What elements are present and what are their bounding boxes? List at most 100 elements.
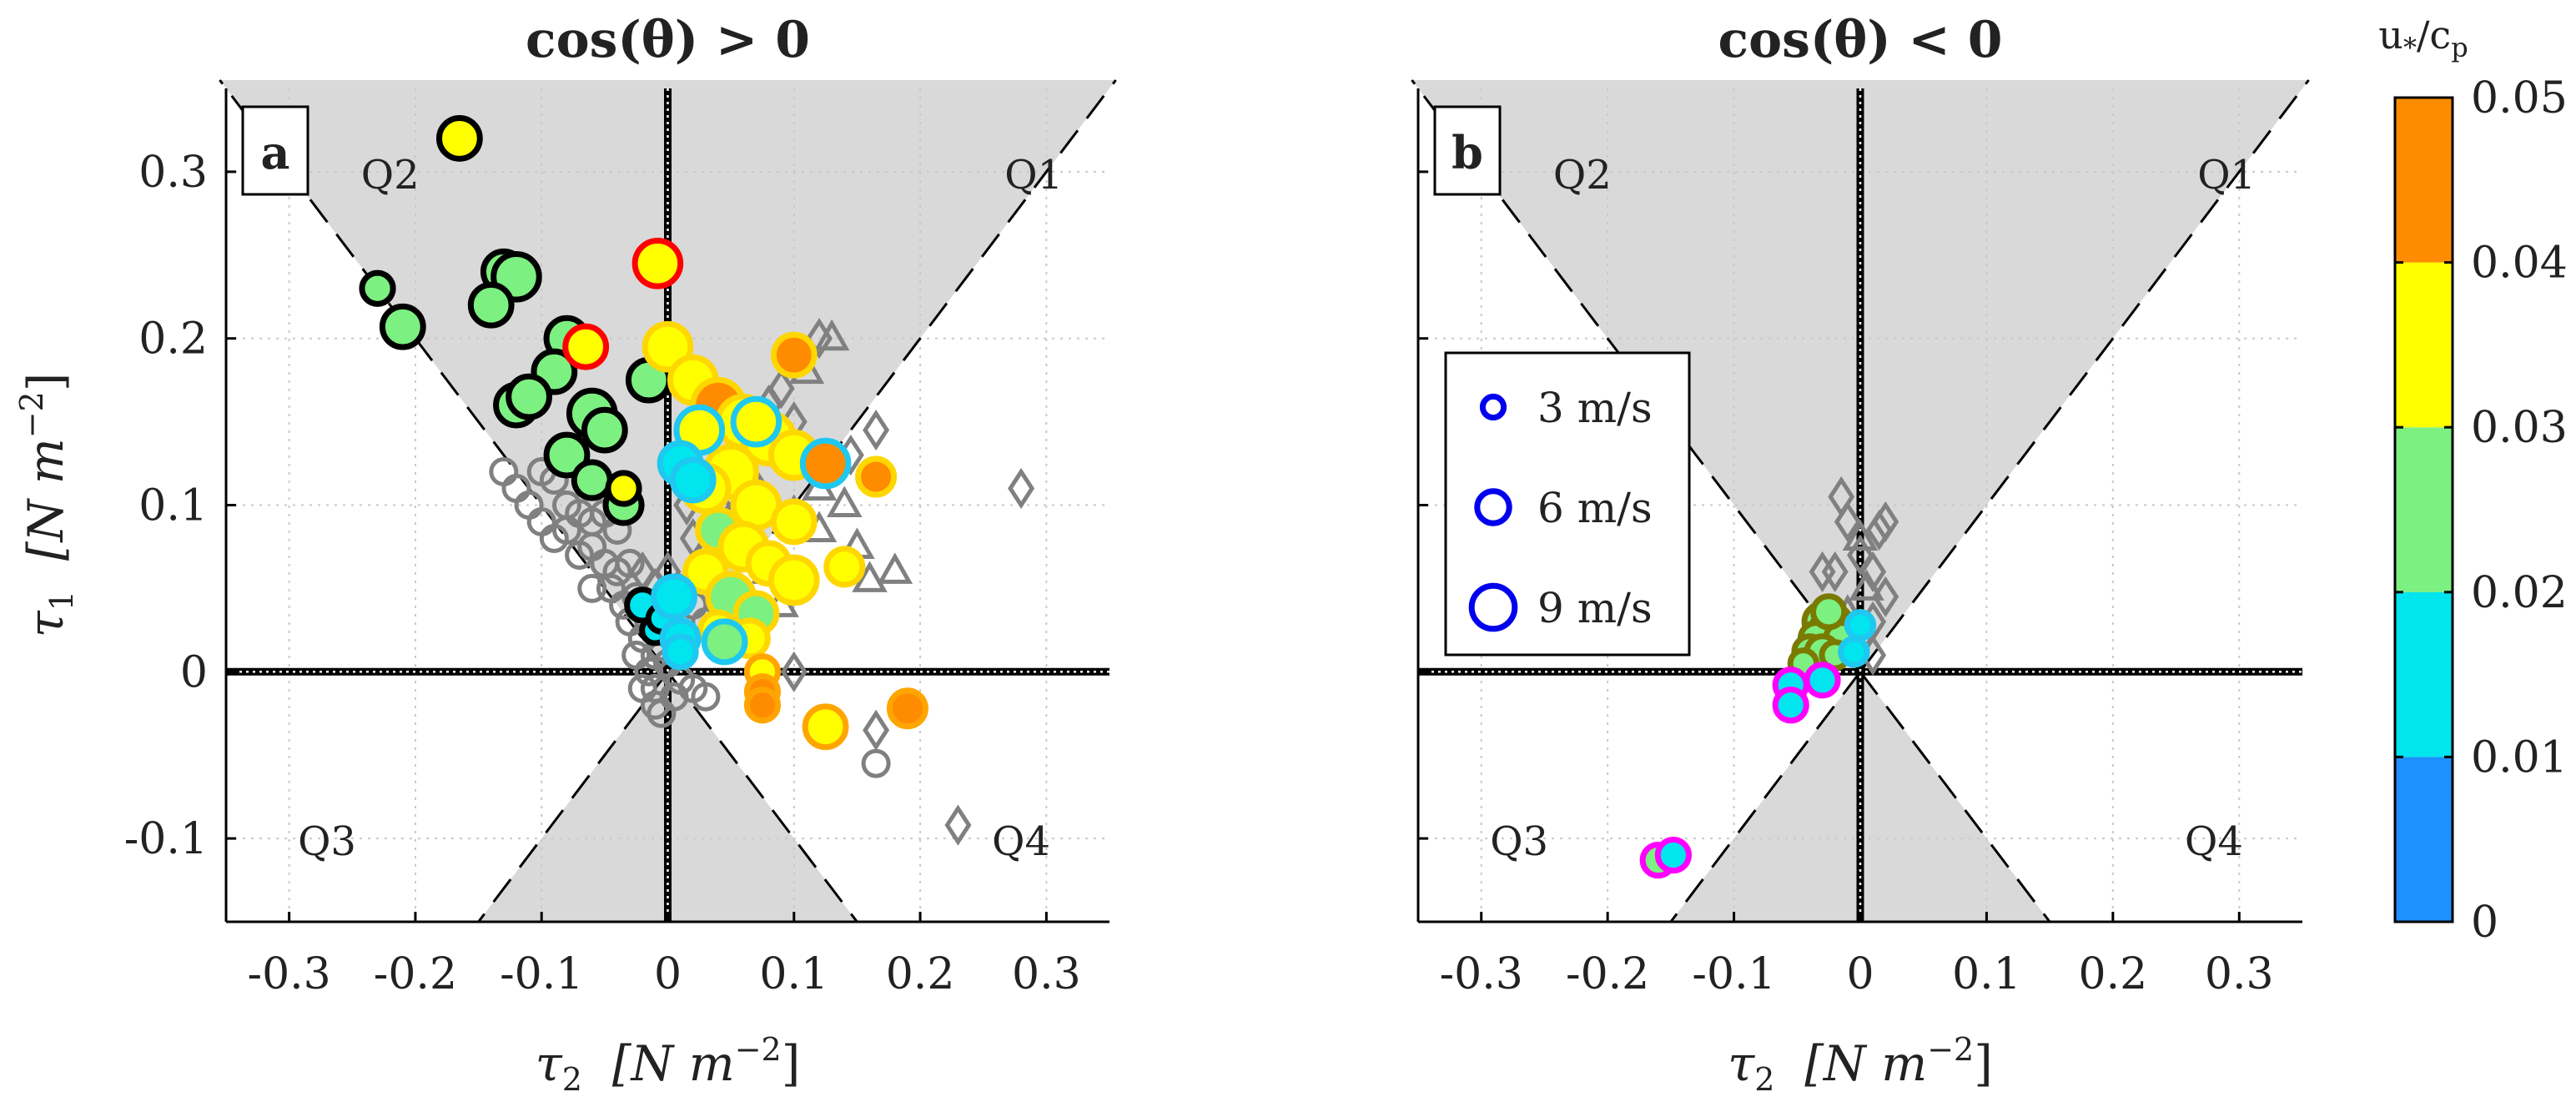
legend-label: 9 m/s: [1537, 584, 1653, 632]
colorbar-tick-label: 0.02: [2471, 568, 2568, 618]
data-point-circle: [379, 303, 426, 350]
data-point-circle: [767, 554, 820, 606]
grey-diamond-marker: [1865, 509, 1893, 551]
legend-marker: [1474, 488, 1512, 526]
x-tick-label: 0.2: [2079, 949, 2148, 999]
x-axis-label: τ2 [N m−2]: [1728, 1031, 1993, 1098]
data-point-circle: [506, 373, 552, 420]
data-point-circle: [743, 687, 782, 724]
grey-diamond-marker: [863, 410, 890, 451]
data-point-circle: [662, 633, 699, 671]
panel-label-box: [241, 105, 309, 196]
x-tick-label: 0.3: [1012, 949, 1081, 999]
data-point-circle: [1804, 662, 1841, 699]
data-point-circle: [1844, 609, 1877, 642]
grey-triangle-marker: [827, 486, 863, 517]
data-point-circle: [886, 687, 928, 730]
colorbar-frame: [2393, 96, 2454, 923]
data-point-circle: [1772, 687, 1809, 724]
x-tick-label: 0.1: [759, 949, 828, 999]
quadrant-boundary-line: [1859, 671, 2051, 923]
x-tick-label: 0.2: [886, 949, 955, 999]
data-point-circle: [1654, 836, 1692, 874]
data-point-circle: [581, 406, 628, 454]
x-tick-label: -0.3: [1440, 949, 1523, 999]
quadrant-label-q4: Q4: [2185, 818, 2243, 865]
x-tick-label: 0: [1846, 949, 1874, 999]
data-point-circle: [802, 703, 849, 751]
quadrant-label-q1: Q1: [1004, 152, 1063, 199]
grey-triangle-marker: [1849, 569, 1884, 601]
data-point-circle: [1810, 593, 1848, 631]
colorbar-tick-label: 0.01: [2471, 732, 2568, 782]
grey-diamond-marker: [1834, 501, 1861, 543]
colorbar-band: [2395, 757, 2453, 922]
data-point-circle: [435, 115, 483, 162]
y-tick-label: 0.3: [138, 148, 208, 198]
data-point-circle: [669, 456, 717, 504]
legend-label: 6 m/s: [1537, 484, 1653, 532]
x-tick-label: -0.3: [248, 949, 331, 999]
colorbar-title-sub1: *: [2403, 32, 2417, 63]
grey-diamond-marker: [1008, 467, 1035, 510]
colorbar-tick-label: 0.04: [2471, 239, 2568, 289]
quadrant-label-q1: Q1: [2197, 152, 2256, 199]
colorbar-band: [2395, 98, 2453, 263]
x-label-unit-exponent: −2: [735, 1031, 782, 1068]
x-label-unit: [N m: [612, 1035, 735, 1092]
grey-triangle-marker: [877, 552, 913, 584]
grey-diamond-marker: [1872, 501, 1899, 543]
grey-diamond-marker: [780, 651, 808, 692]
x-axis-label: τ2 [N m−2]: [536, 1031, 801, 1098]
colorbar-band: [2395, 591, 2453, 757]
x-tick-label: -0.2: [1566, 949, 1649, 999]
legend-marker: [1479, 393, 1507, 421]
x-label-subscript: 2: [562, 1061, 582, 1098]
x-tick-label: 0.3: [2205, 949, 2274, 999]
y-label-unit-close: ]: [18, 373, 74, 392]
grey-circle-marker: [577, 573, 607, 603]
chart-title: cos(θ) < 0: [1718, 11, 2003, 69]
x-tick-label: 0.1: [1952, 949, 2021, 999]
legend-marker: [1468, 582, 1518, 632]
colorbar-tick-label: 0: [2471, 898, 2498, 948]
y-tick-label: 0.2: [138, 314, 208, 365]
data-point-circle: [571, 459, 613, 501]
data-point-circle: [359, 269, 396, 307]
x-label-unit: [N m: [1804, 1035, 1927, 1092]
colorbar-band: [2395, 262, 2453, 428]
grey-circle-marker: [526, 506, 556, 536]
quadrant-label-q3: Q3: [1490, 818, 1548, 865]
colorbar-title-mid: /c: [2417, 13, 2451, 58]
data-point-circle: [641, 320, 694, 373]
data-point-circle: [823, 546, 866, 588]
x-tick-label: -0.1: [500, 949, 583, 999]
y-tick-label: 0: [180, 647, 208, 697]
x-label-unit-close: ]: [1974, 1035, 1993, 1092]
colorbar-title-sub2: p: [2451, 32, 2468, 63]
panel-a: -0.3 -0.2 -0.1 0 0.1 0.2 0.3 -0.1 0 0.1 0.2 0.3 Q1 Q2…: [13, 11, 1117, 1098]
data-point-circle: [1838, 636, 1870, 668]
y-label-subscript: 1: [43, 591, 80, 611]
data-point-circle: [701, 618, 748, 666]
grey-circle-marker: [861, 748, 891, 778]
y-tick-label: 0.1: [138, 481, 208, 531]
quadrant-label-q2: Q2: [361, 152, 420, 199]
colorbar-title: u*/cp: [2378, 13, 2468, 63]
colorbar: 00.010.020.030.040.05u*/cp: [2378, 13, 2567, 948]
panel-label-box: [1433, 105, 1502, 196]
grey-circle-marker: [691, 682, 721, 712]
y-label-unit: [N m: [18, 438, 74, 561]
x-label-symbol: τ: [536, 1035, 563, 1092]
x-label-unit-close: ]: [782, 1035, 801, 1092]
y-label-symbol: τ: [18, 610, 74, 637]
quadrant-label-q4: Q4: [992, 818, 1050, 865]
grey-triangle-marker: [1842, 519, 1879, 551]
y-label-unit-exponent: −2: [13, 391, 50, 438]
grey-circle-marker: [489, 457, 519, 487]
data-point-circle: [605, 470, 642, 507]
x-label-symbol: τ: [1728, 1035, 1755, 1092]
colorbar-tick-label: 0.03: [2471, 403, 2568, 453]
data-point-circle: [562, 323, 610, 370]
